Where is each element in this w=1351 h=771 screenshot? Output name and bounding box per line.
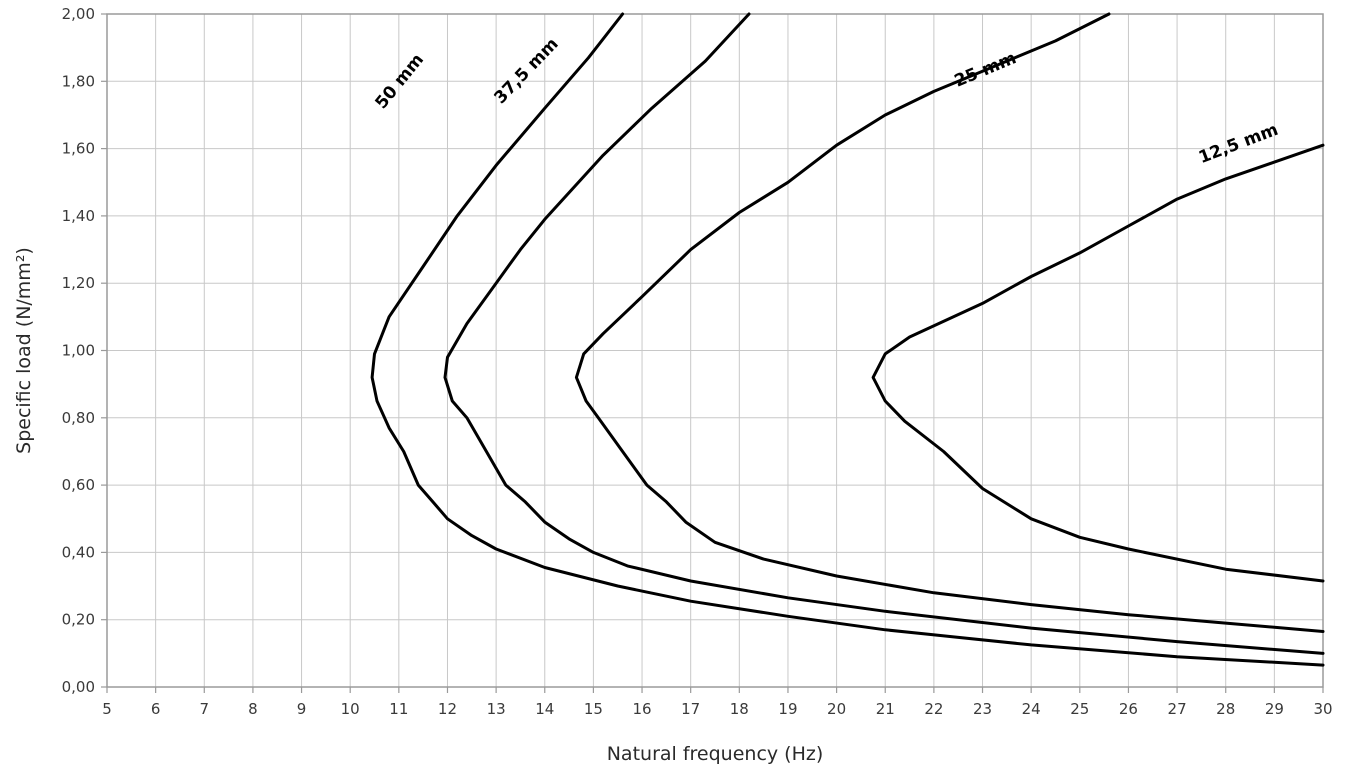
x-tick-label: 7 [200,700,210,718]
x-tick-label: 8 [248,700,258,718]
x-tick-label: 27 [1168,700,1187,718]
x-tick-label: 19 [778,700,797,718]
series-label-1: 37,5 mm [490,34,562,108]
series-lines [370,12,1325,667]
gridlines [107,14,1323,687]
y-tick-label: 1,80 [62,72,95,90]
x-tick-label: 20 [827,700,846,718]
x-tick-label: 12 [438,700,457,718]
x-tick-label: 18 [730,700,749,718]
x-tick-label: 11 [389,700,408,718]
series-line-2 [574,12,1325,633]
x-tick-label: 28 [1216,700,1235,718]
x-tick-label: 17 [681,700,700,718]
y-tick-label: 1,00 [62,342,95,360]
series-line-0 [370,12,1325,667]
x-axis-title: Natural frequency (Hz) [607,743,824,765]
x-axis-tick-labels: 5 6 7 8 9 10 11 12 13 14 15 16 17 18 19 20 21 22 23 24 25 26 2… [102,700,1332,718]
x-tick-label: 6 [151,700,161,718]
series-line-1 [443,12,1325,655]
x-tick-label: 25 [1070,700,1089,718]
x-tick-label: 9 [297,700,307,718]
axis-ticks [101,13,1324,693]
x-tick-label: 29 [1265,700,1284,718]
series-label-2: 25 mm [952,48,1020,91]
series-line-3 [871,143,1325,583]
y-tick-label: 0,20 [62,611,95,629]
x-tick-label: 26 [1119,700,1138,718]
x-tick-label: 5 [102,700,112,718]
x-tick-label: 13 [487,700,506,718]
y-tick-label: 0,80 [62,409,95,427]
y-tick-label: 1,60 [62,140,95,158]
y-axis-tick-labels: 0,00 0,20 0,40 0,60 0,80 1,00 1,20 1,40 1,60 1,80… [62,5,95,696]
x-tick-label: 15 [584,700,603,718]
x-tick-label: 10 [341,700,360,718]
x-tick-label: 24 [1022,700,1041,718]
series-label-3: 12,5 mm [1196,120,1281,168]
x-tick-label: 23 [973,700,992,718]
y-tick-label: 0,40 [62,543,95,561]
x-tick-label: 14 [535,700,554,718]
y-tick-label: 1,20 [62,274,95,292]
y-tick-label: 2,00 [62,5,95,23]
x-tick-label: 21 [876,700,895,718]
y-tick-label: 0,00 [62,678,95,696]
y-tick-label: 0,60 [62,476,95,494]
y-tick-label: 1,40 [62,207,95,225]
x-tick-label: 30 [1313,700,1332,718]
x-tick-label: 16 [632,700,651,718]
y-axis-title: Specific load (N/mm²) [13,247,35,454]
x-tick-label: 22 [924,700,943,718]
